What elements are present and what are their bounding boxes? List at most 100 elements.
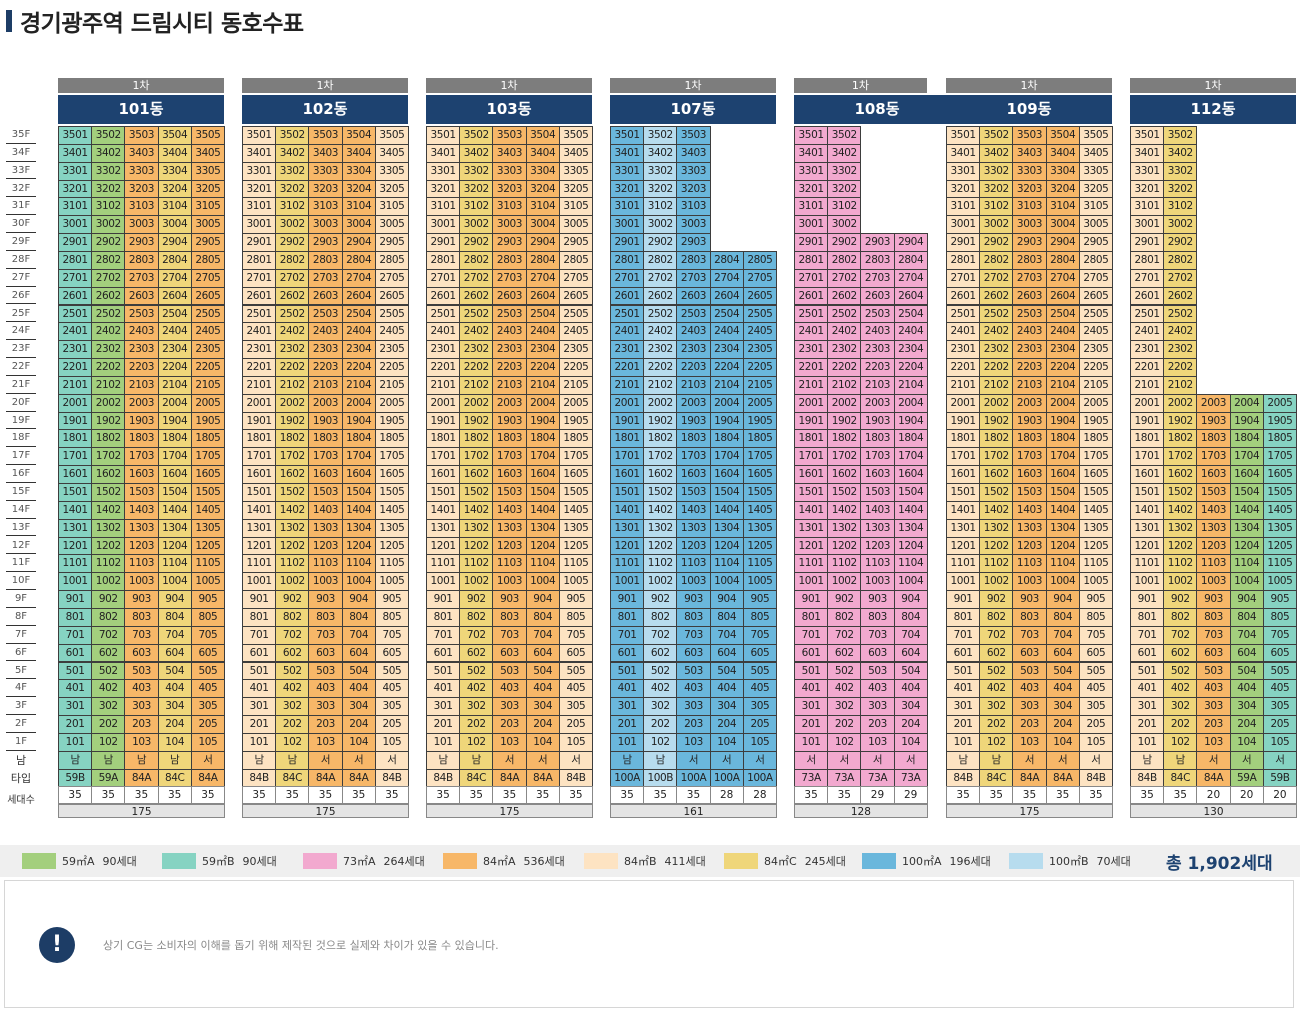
unit-cell[interactable]: 1401 bbox=[242, 500, 277, 520]
unit-cell[interactable]: 1103 bbox=[860, 554, 895, 574]
unit-cell[interactable]: 1803 bbox=[860, 429, 895, 449]
unit-cell[interactable]: 3501 bbox=[242, 126, 277, 145]
unit-cell[interactable]: 1202 bbox=[979, 536, 1014, 556]
unit-cell[interactable]: 404 bbox=[1045, 679, 1080, 699]
unit-cell[interactable]: 903 bbox=[676, 590, 711, 609]
unit-cell[interactable]: 905 bbox=[558, 590, 593, 609]
unit-cell[interactable]: 1801 bbox=[242, 429, 277, 449]
unit-cell[interactable]: 1704 bbox=[1229, 447, 1264, 467]
unit-cell[interactable]: 3401 bbox=[58, 143, 93, 163]
unit-cell[interactable]: 1804 bbox=[157, 429, 192, 449]
unit-cell[interactable]: 501 bbox=[946, 661, 981, 681]
unit-cell[interactable]: 2205 bbox=[558, 358, 593, 377]
unit-cell[interactable]: 2004 bbox=[1229, 393, 1264, 413]
unit-cell[interactable]: 3102 bbox=[643, 197, 678, 217]
unit-cell[interactable]: 3102 bbox=[275, 197, 310, 217]
unit-cell[interactable]: 1301 bbox=[242, 518, 277, 538]
unit-cell[interactable]: 2103 bbox=[676, 375, 711, 395]
unit-cell[interactable]: 2805 bbox=[190, 250, 225, 270]
unit-cell[interactable]: 703 bbox=[492, 625, 527, 645]
unit-cell[interactable]: 2304 bbox=[1045, 340, 1080, 360]
unit-cell[interactable]: 804 bbox=[893, 607, 928, 627]
unit-cell[interactable]: 202 bbox=[91, 715, 126, 734]
unit-cell[interactable]: 1605 bbox=[1262, 465, 1297, 484]
unit-cell[interactable]: 2401 bbox=[610, 322, 645, 342]
unit-cell[interactable]: 201 bbox=[1130, 715, 1165, 734]
unit-cell[interactable]: 1104 bbox=[525, 554, 560, 574]
unit-cell[interactable]: 3001 bbox=[242, 215, 277, 235]
unit-cell[interactable]: 2701 bbox=[242, 268, 277, 288]
unit-cell[interactable]: 1503 bbox=[492, 483, 527, 502]
unit-cell[interactable]: 2105 bbox=[742, 375, 777, 395]
unit-cell[interactable]: 3101 bbox=[58, 197, 93, 217]
unit-cell[interactable]: 902 bbox=[459, 590, 494, 609]
unit-cell[interactable]: 1004 bbox=[893, 572, 928, 592]
unit-cell[interactable]: 205 bbox=[190, 715, 225, 734]
unit-cell[interactable]: 2504 bbox=[525, 304, 560, 324]
unit-cell[interactable]: 1404 bbox=[157, 500, 192, 520]
unit-cell[interactable]: 3002 bbox=[1163, 215, 1198, 235]
unit-cell[interactable]: 1902 bbox=[91, 411, 126, 431]
unit-cell[interactable]: 1601 bbox=[426, 465, 461, 484]
unit-cell[interactable]: 1502 bbox=[979, 483, 1014, 502]
unit-cell[interactable]: 1305 bbox=[1262, 518, 1297, 538]
unit-cell[interactable]: 2402 bbox=[459, 322, 494, 342]
unit-cell[interactable]: 502 bbox=[1163, 661, 1198, 681]
unit-cell[interactable]: 2201 bbox=[242, 358, 277, 377]
unit-cell[interactable]: 3504 bbox=[525, 126, 560, 145]
unit-cell[interactable]: 2302 bbox=[91, 340, 126, 360]
unit-cell[interactable]: 2103 bbox=[860, 375, 895, 395]
unit-cell[interactable]: 3204 bbox=[157, 179, 192, 199]
unit-cell[interactable]: 2501 bbox=[1130, 304, 1165, 324]
unit-cell[interactable]: 1904 bbox=[893, 411, 928, 431]
unit-cell[interactable]: 1203 bbox=[1012, 536, 1047, 556]
unit-cell[interactable]: 2004 bbox=[1045, 393, 1080, 413]
unit-cell[interactable]: 1504 bbox=[893, 483, 928, 502]
unit-cell[interactable]: 3502 bbox=[827, 126, 862, 145]
unit-cell[interactable]: 1302 bbox=[275, 518, 310, 538]
unit-cell[interactable]: 1204 bbox=[1229, 536, 1264, 556]
unit-cell[interactable]: 2004 bbox=[709, 393, 744, 413]
unit-cell[interactable]: 1205 bbox=[190, 536, 225, 556]
unit-cell[interactable]: 2104 bbox=[157, 375, 192, 395]
unit-cell[interactable]: 1505 bbox=[742, 483, 777, 502]
unit-cell[interactable]: 3203 bbox=[1012, 179, 1047, 199]
unit-cell[interactable]: 2203 bbox=[308, 358, 343, 377]
unit-cell[interactable]: 1305 bbox=[558, 518, 593, 538]
unit-cell[interactable]: 3005 bbox=[374, 215, 409, 235]
unit-cell[interactable]: 2903 bbox=[308, 233, 343, 252]
unit-cell[interactable]: 3503 bbox=[676, 126, 711, 145]
unit-cell[interactable]: 2203 bbox=[676, 358, 711, 377]
unit-cell[interactable]: 1904 bbox=[341, 411, 376, 431]
unit-cell[interactable]: 1305 bbox=[742, 518, 777, 538]
unit-cell[interactable]: 2204 bbox=[1045, 358, 1080, 377]
unit-cell[interactable]: 3202 bbox=[1163, 179, 1198, 199]
unit-cell[interactable]: 3302 bbox=[91, 161, 126, 181]
unit-cell[interactable]: 1905 bbox=[742, 411, 777, 431]
unit-cell[interactable]: 603 bbox=[860, 643, 895, 663]
unit-cell[interactable]: 2704 bbox=[157, 268, 192, 288]
unit-cell[interactable]: 3202 bbox=[91, 179, 126, 199]
unit-cell[interactable]: 301 bbox=[794, 697, 829, 717]
unit-cell[interactable]: 702 bbox=[91, 625, 126, 645]
unit-cell[interactable]: 304 bbox=[157, 697, 192, 717]
unit-cell[interactable]: 3501 bbox=[426, 126, 461, 145]
unit-cell[interactable]: 402 bbox=[91, 679, 126, 699]
unit-cell[interactable]: 902 bbox=[1163, 590, 1198, 609]
unit-cell[interactable]: 2004 bbox=[157, 393, 192, 413]
unit-cell[interactable]: 2402 bbox=[827, 322, 862, 342]
unit-cell[interactable]: 1704 bbox=[709, 447, 744, 467]
unit-cell[interactable]: 701 bbox=[58, 625, 93, 645]
unit-cell[interactable]: 1505 bbox=[190, 483, 225, 502]
unit-cell[interactable]: 2603 bbox=[1012, 286, 1047, 306]
unit-cell[interactable]: 1301 bbox=[58, 518, 93, 538]
unit-cell[interactable]: 1004 bbox=[1045, 572, 1080, 592]
unit-cell[interactable]: 1103 bbox=[308, 554, 343, 574]
unit-cell[interactable]: 1502 bbox=[643, 483, 678, 502]
unit-cell[interactable]: 3001 bbox=[58, 215, 93, 235]
unit-cell[interactable]: 1102 bbox=[91, 554, 126, 574]
unit-cell[interactable]: 2801 bbox=[946, 250, 981, 270]
unit-cell[interactable]: 404 bbox=[341, 679, 376, 699]
unit-cell[interactable]: 805 bbox=[742, 607, 777, 627]
unit-cell[interactable]: 1304 bbox=[525, 518, 560, 538]
